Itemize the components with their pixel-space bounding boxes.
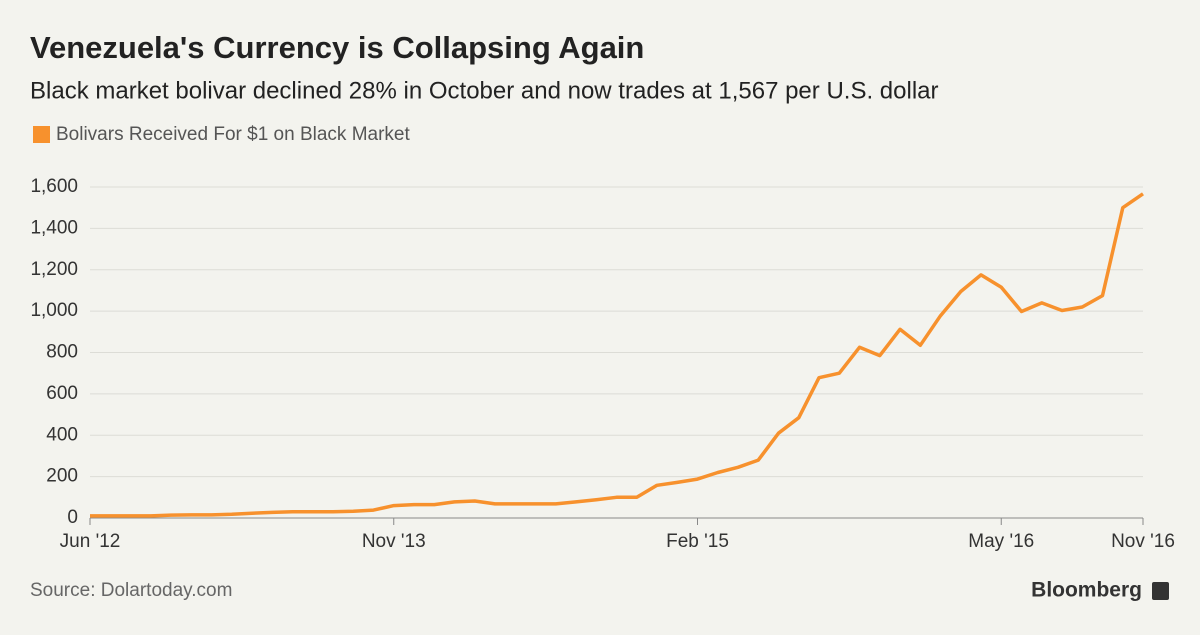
y-tick-label: 1,400	[30, 217, 78, 238]
y-tick-label: 1,000	[30, 300, 78, 321]
y-tick-label: 200	[46, 466, 78, 487]
data-line	[90, 192, 1144, 518]
brand-icon	[1152, 582, 1169, 600]
x-tick-label: Nov '13	[362, 531, 426, 552]
y-tick-label: 400	[46, 424, 78, 445]
legend-label: Bolivars Received For $1 on Black Market	[56, 124, 410, 145]
brand-logo: Bloomberg	[1031, 579, 1142, 602]
x-tick-label: Nov '16	[1111, 531, 1175, 552]
legend-swatch	[33, 126, 50, 143]
x-tick-label: May '16	[968, 531, 1034, 552]
y-tick-label: 600	[46, 383, 78, 404]
x-tick-label: Feb '15	[666, 531, 729, 552]
x-tick-label: Jun '12	[60, 531, 121, 552]
chart-subtitle: Black market bolivar declined 28% in Oct…	[30, 77, 938, 104]
chart-title: Venezuela's Currency is Collapsing Again	[30, 30, 644, 65]
y-tick-label: 1,200	[30, 259, 78, 280]
y-tick-label: 800	[46, 342, 78, 363]
y-tick-label: 1,600	[30, 176, 78, 197]
source-note: Source: Dolartoday.com	[30, 580, 232, 601]
y-tick-label: 0	[67, 507, 78, 528]
